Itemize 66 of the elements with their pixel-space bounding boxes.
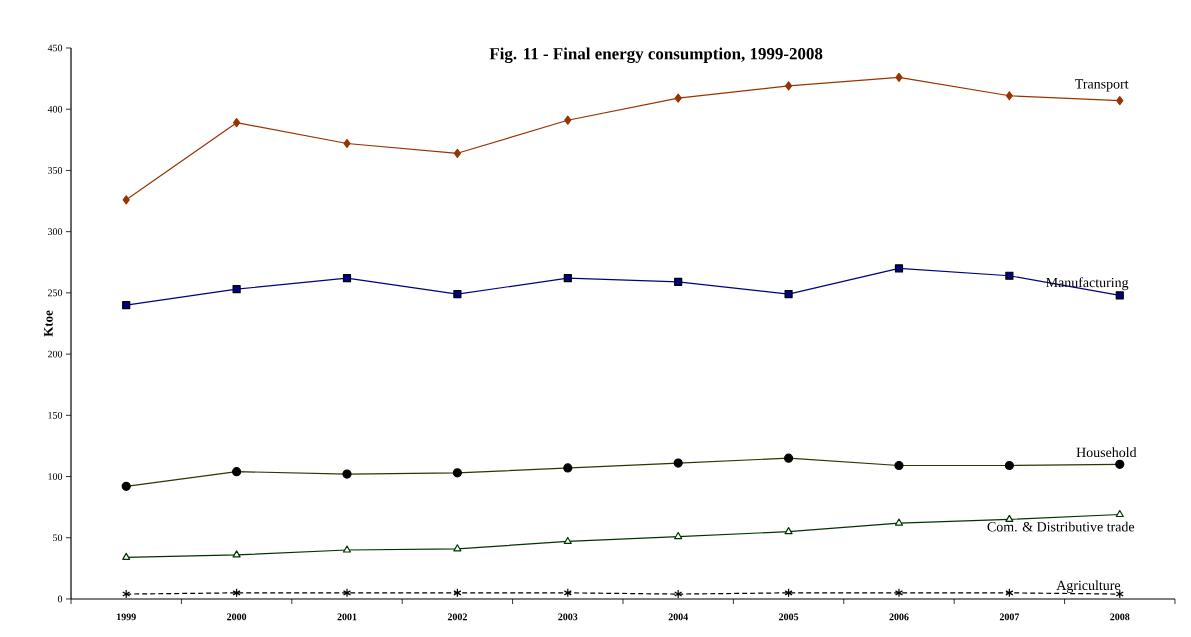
point [453,148,461,158]
point [1115,509,1124,518]
point [122,552,131,560]
point [674,589,683,599]
point [674,277,683,286]
series-label: Transport [1075,79,1129,92]
y-tick-label: 450 [47,44,63,52]
point [232,550,241,558]
x-tick-label: 2005 [779,613,799,621]
point [895,72,903,82]
point [894,588,904,598]
point [1005,91,1013,101]
x-tick-label: 2008 [1110,613,1130,621]
x-tick-label: 2001 [337,613,357,621]
point [453,588,462,598]
point [233,118,241,128]
y-axis-title: Ktoe [44,310,53,337]
x-tick-label: 2002 [447,613,467,621]
point [674,531,683,540]
y-tick-label: 50 [53,534,63,542]
chart-title: Fig. 11 - Final energy consumption, 1999-2008 [489,47,823,64]
point [232,588,241,598]
series-label: Household [1076,447,1137,458]
series-label: Manufacturing [1046,277,1129,291]
x-tick-label: 2003 [558,613,578,621]
point [122,589,131,599]
series-label: Com. & Distributive trade [987,521,1135,532]
point [784,588,793,598]
point [122,301,131,310]
y-tick-label: 300 [48,228,63,236]
y-tick-label: 0 [57,595,63,603]
point [1005,271,1014,280]
y-tick-label: 100 [48,473,63,480]
point [894,264,904,273]
point [564,115,572,125]
point [1115,291,1124,300]
point [674,93,682,103]
point [1005,588,1014,598]
x-tick-label: 2000 [227,613,247,621]
y-tick-label: 150 [48,411,63,419]
point [122,195,130,205]
y-tick-label: 400 [47,105,63,113]
point [563,588,572,598]
x-tick-label: 2006 [889,613,909,621]
y-tick-label: 200 [47,350,63,358]
point [563,274,572,283]
x-tick-label: 2004 [668,613,688,621]
point [1005,514,1014,522]
y-tick-label: 350 [48,167,63,174]
point [784,527,793,535]
point [342,274,352,283]
point [453,290,462,299]
point [784,290,793,299]
point [453,544,462,552]
point [1116,96,1124,106]
y-tick-label: 250 [47,289,63,297]
series-label: Agriculture [1056,580,1121,593]
point [343,138,351,149]
point [232,285,241,294]
point [563,536,572,545]
point [342,588,352,598]
point [894,518,904,526]
point [784,81,793,91]
x-tick-label: 2007 [999,613,1020,621]
x-tick-label: 1999 [117,613,136,621]
point [342,545,352,553]
